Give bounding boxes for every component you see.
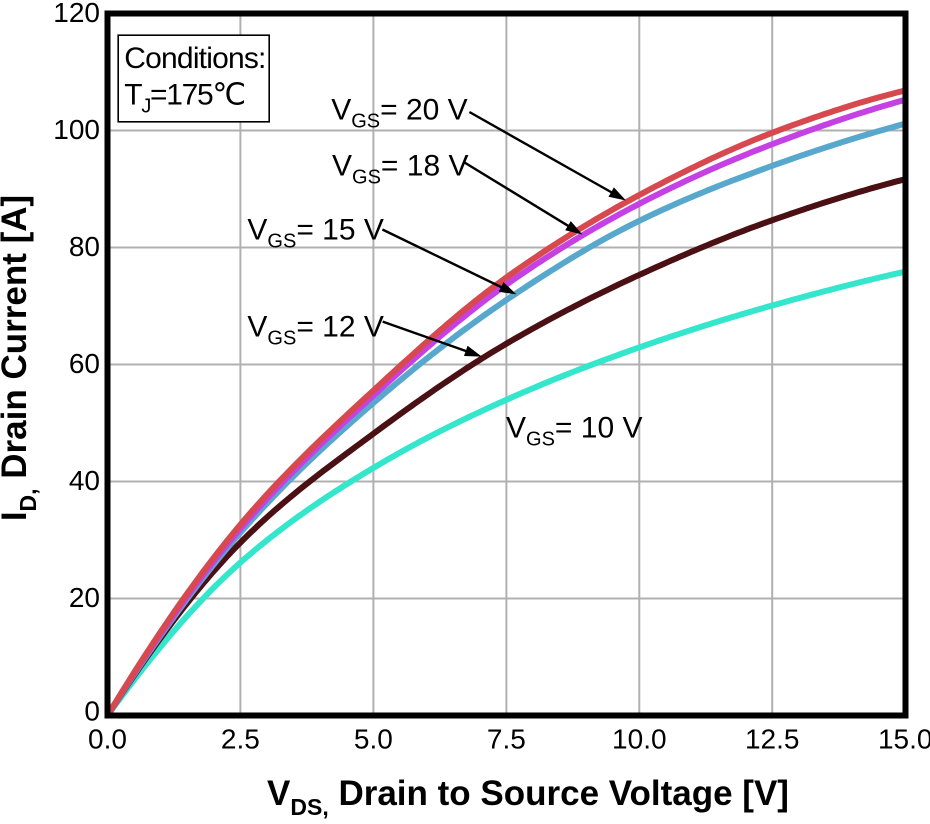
svg-text:TJ=175℃: TJ=175℃ bbox=[124, 79, 245, 118]
svg-text:20: 20 bbox=[69, 582, 100, 613]
svg-text:60: 60 bbox=[69, 348, 100, 379]
svg-text:10.0: 10.0 bbox=[612, 724, 667, 755]
svg-text:0.0: 0.0 bbox=[88, 724, 127, 755]
svg-text:0: 0 bbox=[84, 696, 100, 727]
svg-text:40: 40 bbox=[69, 465, 100, 496]
svg-text:5.0: 5.0 bbox=[354, 724, 393, 755]
svg-text:Conditions:: Conditions: bbox=[124, 42, 265, 75]
svg-text:VGS= 10 V: VGS= 10 V bbox=[506, 411, 643, 450]
svg-text:100: 100 bbox=[53, 114, 100, 145]
svg-text:7.5: 7.5 bbox=[487, 724, 526, 755]
svg-text:12.5: 12.5 bbox=[745, 724, 800, 755]
svg-text:ID, Drain Current [A]: ID, Drain Current [A] bbox=[0, 195, 41, 521]
svg-text:15.0: 15.0 bbox=[878, 724, 930, 755]
svg-text:VGS= 15 V: VGS= 15 V bbox=[247, 213, 384, 252]
svg-text:120: 120 bbox=[53, 0, 100, 28]
svg-text:2.5: 2.5 bbox=[221, 724, 260, 755]
svg-text:VGS= 20 V: VGS= 20 V bbox=[331, 94, 468, 133]
svg-text:VDS, Drain to Source Voltage [: VDS, Drain to Source Voltage [V] bbox=[267, 774, 789, 819]
svg-text:80: 80 bbox=[69, 231, 100, 262]
